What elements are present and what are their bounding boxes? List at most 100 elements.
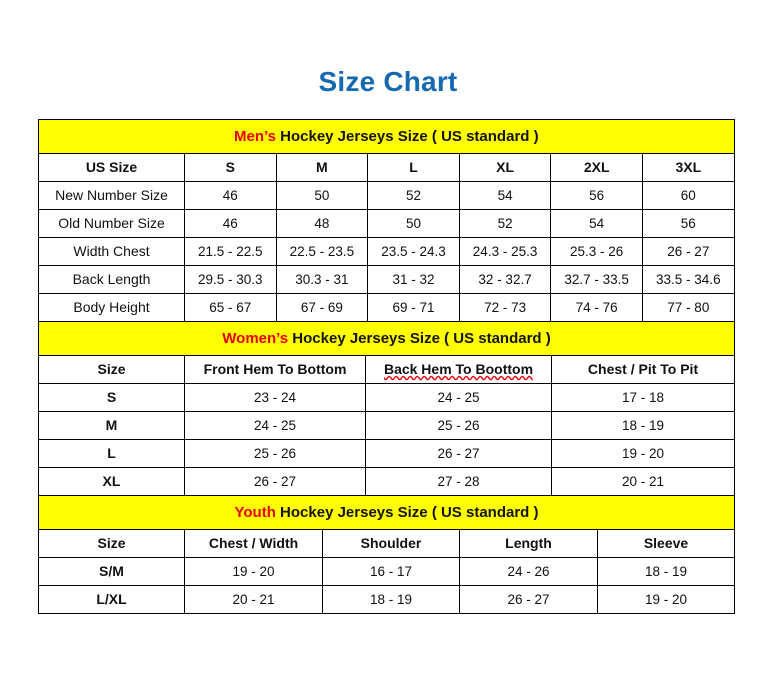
womens-size-table: Women’s Hockey Jerseys Size ( US standar… (37, 321, 736, 496)
mens-row-3-val-4: 32.7 - 33.5 (550, 265, 643, 294)
mens-row-2-val-2: 23.5 - 24.3 (367, 237, 460, 266)
mens-row-2-val-1: 22.5 - 23.5 (275, 237, 369, 266)
youth-row-0-val-2: 24 - 26 (459, 557, 598, 586)
youth-column-header-row: Size Chest / Width Shoulder Length Sleev… (38, 529, 735, 558)
youth-row-0-val-3: 18 - 19 (597, 557, 735, 586)
table-row: Width Chest 21.5 - 22.5 22.5 - 23.5 23.5… (38, 237, 735, 266)
mens-row-0-val-0: 46 (184, 181, 277, 210)
mens-row-0-val-5: 60 (641, 181, 735, 210)
mens-row-4-val-2: 69 - 71 (367, 293, 460, 322)
youth-row-1-val-0: 20 - 21 (184, 585, 323, 614)
mens-col-header-2: M (275, 153, 369, 182)
youth-band-cell: Youth Hockey Jerseys Size ( US standard … (38, 495, 735, 530)
womens-row-2-val-1: 26 - 27 (365, 439, 552, 468)
womens-band-rest: Hockey Jerseys Size ( US standard ) (288, 330, 551, 347)
womens-col-header-0: Size (38, 355, 185, 384)
mens-row-3-val-5: 33.5 - 34.6 (641, 265, 735, 294)
youth-size-table: Youth Hockey Jerseys Size ( US standard … (38, 495, 735, 614)
womens-row-1-val-0: 24 - 25 (184, 411, 366, 440)
mens-row-3-val-3: 32 - 32.7 (458, 265, 552, 294)
mens-section-band: Men’s Hockey Jerseys Size ( US standard … (38, 119, 735, 154)
mens-band-accent: Men’s (234, 128, 276, 145)
mens-col-header-1: S (184, 153, 277, 182)
womens-row-3-label: XL (38, 467, 185, 496)
womens-band-accent: Women’s (222, 330, 289, 347)
mens-col-header-3: L (367, 153, 460, 182)
youth-col-header-2: Shoulder (322, 529, 460, 558)
womens-row-1-val-1: 25 - 26 (365, 411, 552, 440)
mens-row-4-val-3: 72 - 73 (458, 293, 552, 322)
table-row: S 23 - 24 24 - 25 17 - 18 (38, 383, 736, 412)
womens-row-0-val-0: 23 - 24 (184, 383, 366, 412)
table-row: L/XL 20 - 21 18 - 19 26 - 27 19 - 20 (38, 585, 735, 614)
womens-col-header-1: Front Hem To Bottom (184, 355, 366, 384)
womens-band-cell: Women’s Hockey Jerseys Size ( US standar… (37, 321, 736, 356)
mens-row-2-val-3: 24.3 - 25.3 (458, 237, 552, 266)
womens-row-2-val-0: 25 - 26 (184, 439, 366, 468)
womens-row-0-val-2: 17 - 18 (550, 383, 736, 412)
table-row: Back Length 29.5 - 30.3 30.3 - 31 31 - 3… (38, 265, 735, 294)
mens-row-4-val-0: 65 - 67 (184, 293, 277, 322)
youth-section-band: Youth Hockey Jerseys Size ( US standard … (38, 495, 735, 530)
womens-section-band: Women’s Hockey Jerseys Size ( US standar… (37, 321, 736, 356)
womens-column-header-row: Size Front Hem To Bottom Back Hem To Boo… (38, 355, 736, 384)
youth-col-header-4: Sleeve (597, 529, 735, 558)
mens-row-1-val-3: 52 (458, 209, 552, 238)
youth-row-0-val-1: 16 - 17 (322, 557, 460, 586)
mens-row-0-val-4: 56 (550, 181, 643, 210)
womens-row-2-val-2: 19 - 20 (550, 439, 736, 468)
mens-row-4-val-4: 74 - 76 (550, 293, 643, 322)
mens-row-0-val-2: 52 (367, 181, 460, 210)
youth-col-header-3: Length (459, 529, 598, 558)
mens-row-2-label: Width Chest (38, 237, 185, 266)
womens-row-3-val-2: 20 - 21 (550, 467, 736, 496)
mens-row-1-val-5: 56 (641, 209, 735, 238)
womens-col-header-2-misspelled-text: Back Hem To Boottom (383, 361, 534, 377)
mens-band-cell: Men’s Hockey Jerseys Size ( US standard … (38, 119, 735, 154)
mens-row-0-val-1: 50 (275, 181, 369, 210)
mens-row-2-val-5: 26 - 27 (641, 237, 735, 266)
youth-row-0-label: S/M (38, 557, 185, 586)
mens-row-3-val-2: 31 - 32 (367, 265, 460, 294)
table-row: L 25 - 26 26 - 27 19 - 20 (38, 439, 736, 468)
mens-band-rest: Hockey Jerseys Size ( US standard ) (275, 128, 539, 145)
table-row: Old Number Size 46 48 50 52 54 56 (38, 209, 735, 238)
mens-row-4-label: Body Height (38, 293, 185, 322)
womens-row-3-val-1: 27 - 28 (365, 467, 552, 496)
mens-row-1-label: Old Number Size (38, 209, 185, 238)
youth-row-1-val-3: 19 - 20 (597, 585, 735, 614)
table-row: S/M 19 - 20 16 - 17 24 - 26 18 - 19 (38, 557, 735, 586)
mens-row-0-label: New Number Size (38, 181, 185, 210)
mens-column-header-row: US Size S M L XL 2XL 3XL (38, 153, 735, 182)
womens-col-header-3: Chest / Pit To Pit (550, 355, 736, 384)
youth-row-0-val-0: 19 - 20 (184, 557, 323, 586)
youth-band-rest: Hockey Jerseys Size ( US standard ) (275, 504, 539, 521)
mens-row-1-val-1: 48 (275, 209, 369, 238)
mens-row-1-val-2: 50 (367, 209, 460, 238)
mens-row-4-val-5: 77 - 80 (641, 293, 735, 322)
womens-col-header-2: Back Hem To Boottom (365, 355, 552, 384)
youth-col-header-0: Size (38, 529, 185, 558)
womens-row-0-val-1: 24 - 25 (365, 383, 552, 412)
mens-row-3-val-1: 30.3 - 31 (275, 265, 369, 294)
mens-row-2-val-4: 25.3 - 26 (550, 237, 643, 266)
youth-row-1-val-2: 26 - 27 (459, 585, 598, 614)
youth-col-header-1: Chest / Width (184, 529, 323, 558)
mens-row-0-val-3: 54 (458, 181, 552, 210)
womens-row-3-val-0: 26 - 27 (184, 467, 366, 496)
mens-col-header-4: XL (458, 153, 552, 182)
mens-col-header-0: US Size (38, 153, 185, 182)
youth-row-1-val-1: 18 - 19 (322, 585, 460, 614)
mens-row-3-val-0: 29.5 - 30.3 (184, 265, 277, 294)
mens-row-1-val-0: 46 (184, 209, 277, 238)
table-row: Body Height 65 - 67 67 - 69 69 - 71 72 -… (38, 293, 735, 322)
mens-col-header-5: 2XL (550, 153, 643, 182)
mens-size-table: Men’s Hockey Jerseys Size ( US standard … (38, 119, 735, 322)
womens-row-1-label: M (38, 411, 185, 440)
mens-row-3-label: Back Length (38, 265, 185, 294)
table-row: M 24 - 25 25 - 26 18 - 19 (38, 411, 736, 440)
youth-row-1-label: L/XL (38, 585, 185, 614)
womens-row-1-val-2: 18 - 19 (550, 411, 736, 440)
womens-row-0-label: S (38, 383, 185, 412)
